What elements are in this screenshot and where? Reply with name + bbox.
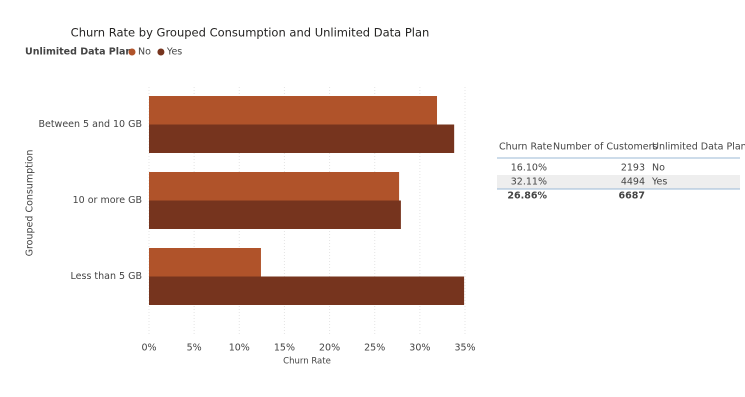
table-cell: 32.11% — [511, 177, 547, 188]
x-tick-label: 30% — [409, 343, 430, 354]
table-total: 26.86% — [507, 191, 547, 202]
legend-label: Yes — [166, 47, 182, 58]
table-cell: Yes — [651, 177, 667, 188]
x-tick-label: 15% — [274, 343, 295, 354]
x-tick-label: 5% — [187, 343, 202, 354]
bar — [149, 200, 401, 229]
table-header: Unlimited Data Plan — [652, 142, 745, 153]
table-cell: No — [652, 163, 665, 174]
x-axis-title: Churn Rate — [283, 357, 331, 367]
y-tick-label: Less than 5 GB — [71, 271, 142, 282]
bar — [149, 96, 438, 125]
table-total: 6687 — [619, 191, 645, 202]
y-tick-label: Between 5 and 10 GB — [38, 119, 142, 130]
bar — [149, 276, 465, 305]
x-tick-label: 25% — [364, 343, 385, 354]
legend-marker — [128, 48, 136, 56]
x-tick-label: 35% — [454, 343, 475, 354]
bar — [149, 124, 455, 153]
table-cell: 4494 — [621, 177, 645, 188]
x-tick-label: 10% — [229, 343, 250, 354]
row-band — [497, 175, 740, 189]
chart-title: Churn Rate by Grouped Consumption and Un… — [71, 26, 430, 40]
y-tick-label: 10 or more GB — [73, 195, 142, 206]
y-axis-title: Grouped Consumption — [25, 150, 36, 257]
table-header: Churn Rate — [499, 142, 552, 153]
bar — [149, 172, 400, 201]
legend-label: No — [138, 47, 151, 58]
x-tick-label: 20% — [319, 343, 340, 354]
bar — [149, 248, 261, 277]
x-tick-label: 0% — [141, 343, 156, 354]
table-cell: 16.10% — [511, 163, 547, 174]
table-header: Number of Customers — [553, 142, 658, 153]
table-cell: 2193 — [621, 163, 645, 174]
legend-marker — [157, 48, 165, 56]
legend-title: Unlimited Data Plan — [25, 47, 132, 58]
